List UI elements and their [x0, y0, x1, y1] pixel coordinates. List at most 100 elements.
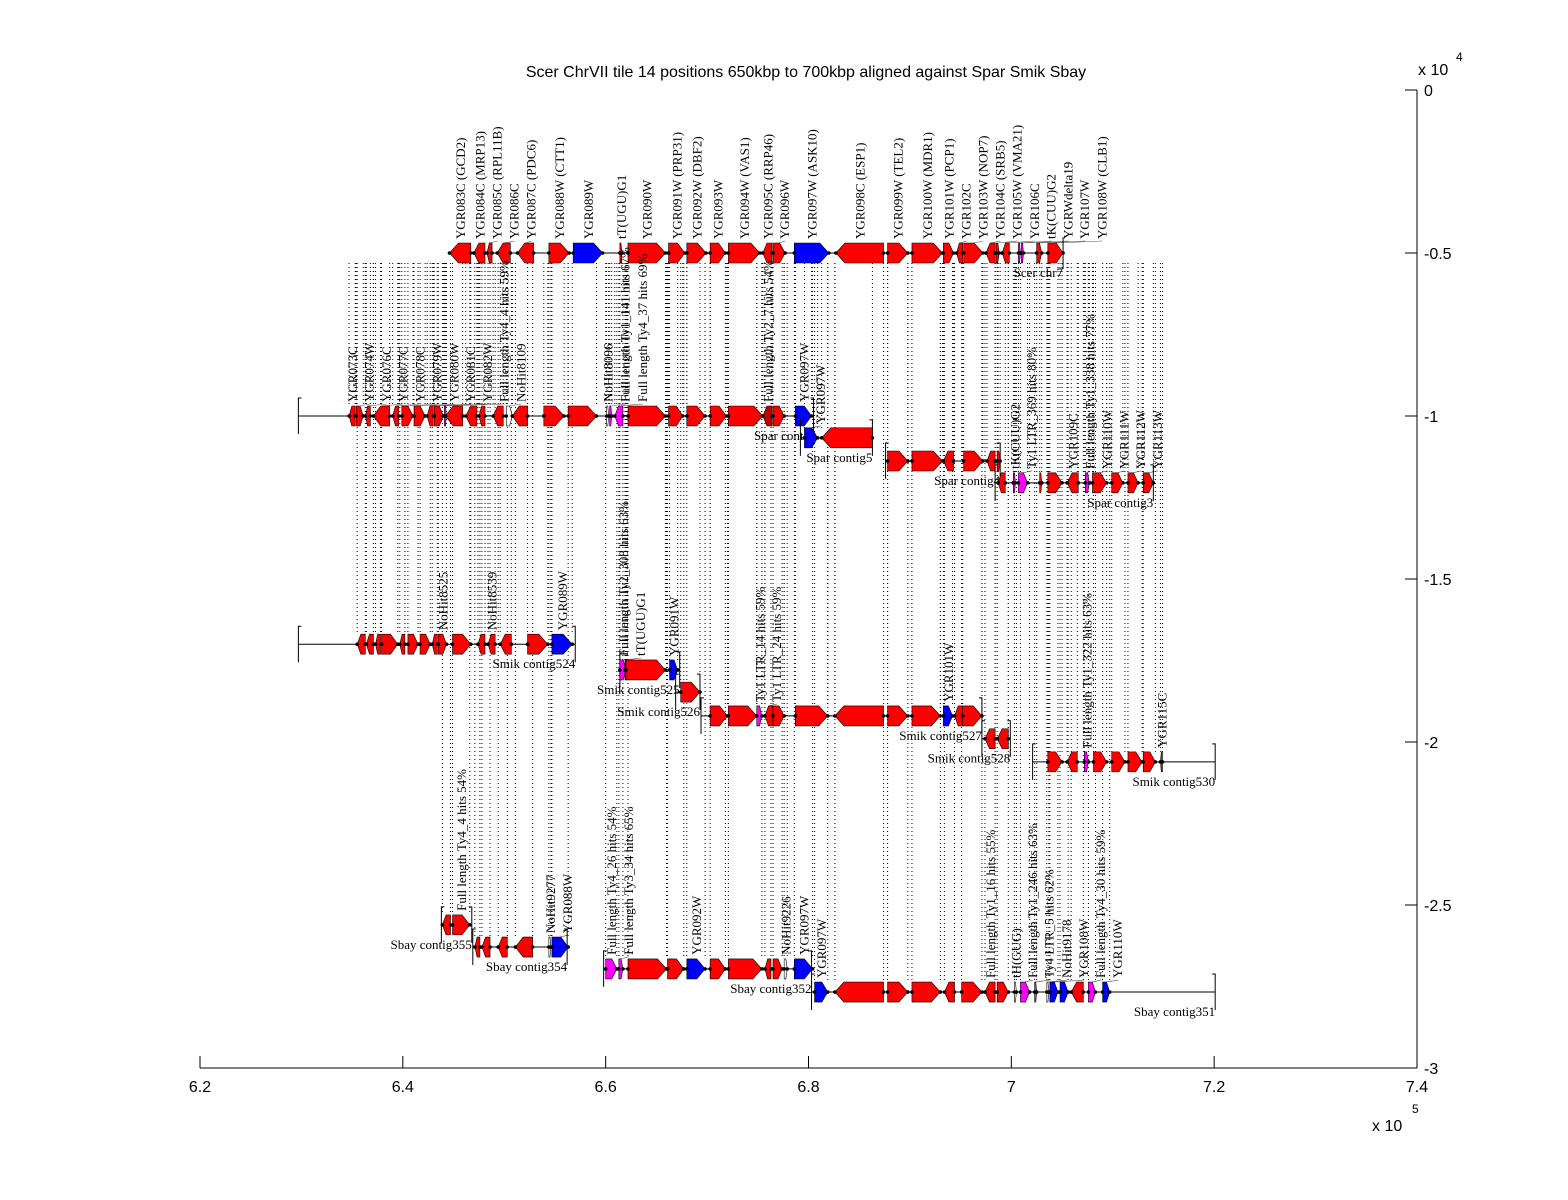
feature-label: YGR106C [1027, 183, 1042, 239]
feature-boundary-dot [550, 945, 554, 949]
gene-feature [399, 633, 406, 655]
feature-boundary-dot [771, 414, 775, 418]
gene-feature [668, 405, 684, 427]
gene-feature [680, 681, 701, 703]
feature-boundary-dot [379, 642, 384, 646]
contig-smik-contig524: Smik contig524 NoHit8525 NoHit8539 YGR089W [297, 570, 576, 671]
label-leader-line [973, 240, 984, 244]
feature-boundary-dot [906, 990, 910, 994]
feature-label: YGR104C (SRB5) [993, 140, 1008, 239]
gene-feature [517, 242, 534, 264]
feature-boundary-dot [1000, 251, 1005, 255]
gene-feature [419, 633, 431, 655]
feature-boundary-dot [666, 251, 671, 255]
feature-boundary-dot [1136, 481, 1140, 485]
label-leader-line [1091, 979, 1102, 983]
contig-end-bracket [997, 442, 1001, 479]
contig-label: Smik contig527 [899, 728, 982, 743]
gene-feature [605, 958, 618, 980]
gene-feature [1111, 751, 1126, 773]
contig-end-bracket [1212, 973, 1216, 1011]
feature-boundary-dot [980, 990, 984, 994]
gene-feature [486, 242, 493, 264]
feature-boundary-dot [698, 690, 702, 694]
gene-feature [686, 405, 706, 427]
feature-boundary-dot [531, 251, 536, 255]
feature-boundary-dot [685, 251, 689, 255]
contig-label: Smik contig528 [928, 751, 1011, 766]
feature-boundary-dot [980, 714, 984, 718]
gene-feature [348, 405, 356, 427]
gene-feature [835, 242, 884, 264]
gene-feature [887, 981, 909, 1003]
gene-feature [473, 242, 486, 264]
contig-start-bracket [675, 673, 679, 711]
gene-feature [667, 958, 685, 980]
feature-boundary-dot [1075, 760, 1080, 764]
feature-boundary-dot [785, 967, 790, 971]
gene-feature [821, 427, 873, 449]
feature-boundary-dot [881, 714, 886, 718]
gene-feature [668, 242, 686, 264]
gene-feature [1036, 242, 1043, 264]
feature-boundary-dot [665, 967, 670, 971]
feature-boundary-dot [509, 642, 514, 646]
feature-boundary-dot [467, 923, 472, 927]
feature-boundary-dot [995, 736, 999, 741]
gene-feature [1111, 472, 1124, 494]
feature-boundary-dot [663, 414, 668, 418]
feature-label: YGR077C [396, 346, 411, 402]
feature-boundary-dot [771, 251, 775, 255]
feature-boundary-dot [387, 414, 392, 418]
feature-label: YGR079W [429, 342, 444, 402]
contig-label: Sbay contig352 [730, 981, 811, 996]
gene-feature [984, 981, 996, 1003]
feature-boundary-dot [1018, 990, 1023, 994]
contig-label: Smik contig525 [597, 682, 680, 697]
feature-boundary-dot [483, 414, 487, 418]
feature-boundary-dot [473, 945, 477, 949]
label-leader-line [997, 240, 1018, 244]
feature-boundary-dot [760, 967, 764, 971]
contig-start-bracket [1032, 743, 1036, 780]
feature-label: Ty1 LTR_14 hits 59% [752, 586, 767, 701]
gene-feature [1066, 751, 1078, 773]
feature-boundary-dot [1126, 760, 1130, 764]
gene-feature [1018, 472, 1028, 494]
gene-feature [728, 405, 764, 427]
feature-boundary-dot [995, 990, 999, 994]
feature-boundary-dot [760, 714, 764, 718]
label-leader-line [1039, 240, 1086, 244]
feature-boundary-dot [998, 459, 1002, 463]
feature-boundary-dot [480, 945, 484, 949]
feature-boundary-dot [809, 414, 814, 418]
feature-label: Full length Ty1_141 hits 67% [618, 247, 633, 402]
label-leader-line [1132, 470, 1142, 474]
x-tick-label: 6.2 [189, 1079, 211, 1096]
feature-boundary-dot [954, 251, 959, 255]
x-tick-label: 6.8 [797, 1079, 819, 1096]
feature-boundary-dot [681, 967, 686, 971]
x-axis-multiplier: x 10 [1372, 1118, 1402, 1135]
gene-feature [1142, 472, 1154, 494]
feature-boundary-dot [1034, 251, 1039, 255]
feature-boundary-dot [761, 251, 765, 255]
feature-boundary-dot [1007, 251, 1012, 255]
feature-boundary-dot [782, 967, 786, 971]
feature-label: Full length Ty1_322 hits 63% [1079, 593, 1094, 748]
feature-boundary-dot [1061, 251, 1065, 255]
feature-label: YGR074W [362, 342, 377, 402]
gene-feature [1020, 981, 1030, 1003]
feature-label: YGR082W [480, 342, 495, 402]
gene-feature [499, 633, 512, 655]
gene-feature [911, 242, 943, 264]
feature-boundary-dot [436, 642, 441, 646]
feature-label: YGR097W [814, 918, 829, 978]
contig-label: Sbay contig355 [391, 937, 472, 952]
feature-boundary-dot [942, 990, 947, 994]
feature-label: NoHit8539 [485, 572, 500, 630]
feature-boundary-dot [1048, 990, 1052, 994]
feature-label: Ty1 LTR_24 hits 59% [769, 586, 784, 701]
feature-boundary-dot [476, 642, 480, 646]
